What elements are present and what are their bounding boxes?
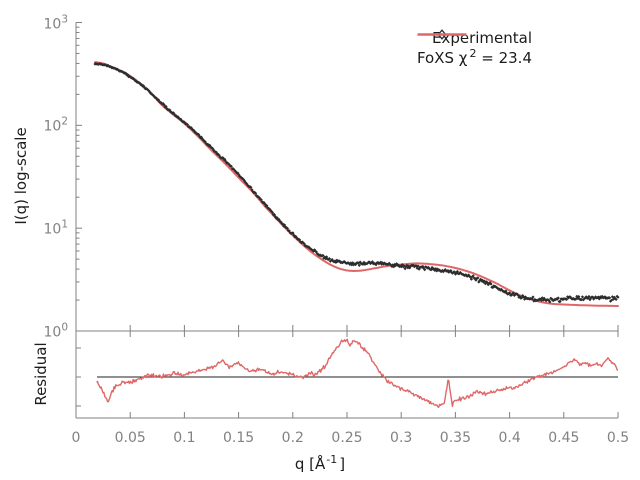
x-axis-label: q [Å-1] <box>295 453 345 473</box>
x-axis-label-sup: -1 <box>326 453 338 466</box>
y-tick-label: 100 <box>43 321 68 341</box>
residual-plot-area <box>96 338 619 408</box>
y-axis-label: I(q) log-scale <box>12 127 30 225</box>
x-tick-label: 0.1 <box>173 430 196 446</box>
fit-label-value: = 23.4 <box>476 48 532 67</box>
x-axis-label-text: q [Å <box>294 455 326 473</box>
x-tick-label: 0.45 <box>548 430 580 446</box>
x-tick-label: 0.4 <box>498 430 521 446</box>
x-axis-label-bracket: ] <box>339 455 346 473</box>
residual-curve <box>96 338 619 408</box>
x-tick-label: 0.15 <box>223 430 255 446</box>
y-tick-label: 102 <box>43 116 68 135</box>
x-tick-label: 0.2 <box>281 430 304 446</box>
x-tick-label: 0.3 <box>390 430 413 446</box>
axes <box>75 22 619 419</box>
x-tick-label: 0.05 <box>114 430 146 446</box>
fit-label-sup: 2 <box>469 46 477 60</box>
fit-label-text: FoXS χ <box>416 48 468 67</box>
fit-curve <box>94 61 619 307</box>
main-plot-area <box>93 61 620 307</box>
x-tick-label: 0.35 <box>439 430 471 446</box>
x-tick-label: 0.5 <box>606 430 630 446</box>
x-tick-label: 0.25 <box>331 430 363 446</box>
y-tick-label: 101 <box>43 218 68 238</box>
x-tick-label: 0 <box>71 430 81 446</box>
residual-axis-label: Residual <box>32 342 50 406</box>
legend-label-experimental: Experimental <box>431 28 532 47</box>
experimental-points <box>93 62 620 304</box>
y-tick-label: 103 <box>43 13 68 32</box>
